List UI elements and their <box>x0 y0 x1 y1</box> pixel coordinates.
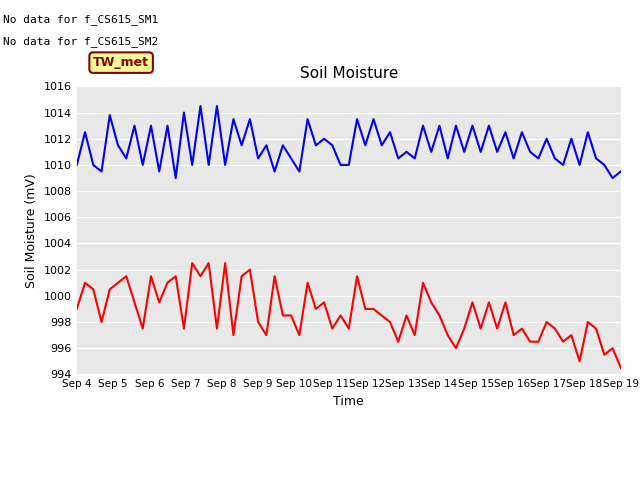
X-axis label: Time: Time <box>333 395 364 408</box>
Title: Soil Moisture: Soil Moisture <box>300 66 398 81</box>
DltaT_SM1 <box>156 300 163 305</box>
DltaT_SM1 <box>139 326 147 332</box>
DltaT_SM1 <box>304 280 312 286</box>
DltaT_SM2 <box>337 162 344 168</box>
DltaT_SM2 <box>196 103 204 109</box>
DltaT_SM2 <box>172 175 180 181</box>
DltaT_SM2 <box>73 162 81 168</box>
DltaT_SM2 <box>617 168 625 174</box>
Line: DltaT_SM2: DltaT_SM2 <box>77 106 621 178</box>
Y-axis label: Soil Moisture (mV): Soil Moisture (mV) <box>25 173 38 288</box>
DltaT_SM1 <box>188 260 196 266</box>
DltaT_SM2 <box>312 143 319 148</box>
DltaT_SM1 <box>584 319 591 325</box>
DltaT_SM2 <box>502 129 509 135</box>
DltaT_SM1 <box>328 326 336 332</box>
Text: TW_met: TW_met <box>93 56 149 69</box>
DltaT_SM1 <box>617 365 625 371</box>
DltaT_SM2 <box>114 143 122 148</box>
DltaT_SM1 <box>73 306 81 312</box>
Text: No data for f_CS615_SM2: No data for f_CS615_SM2 <box>3 36 159 47</box>
DltaT_SM2 <box>139 162 147 168</box>
Line: DltaT_SM1: DltaT_SM1 <box>77 263 621 368</box>
DltaT_SM1 <box>493 326 501 332</box>
DltaT_SM2 <box>584 129 591 135</box>
Text: No data for f_CS615_SM1: No data for f_CS615_SM1 <box>3 14 159 25</box>
